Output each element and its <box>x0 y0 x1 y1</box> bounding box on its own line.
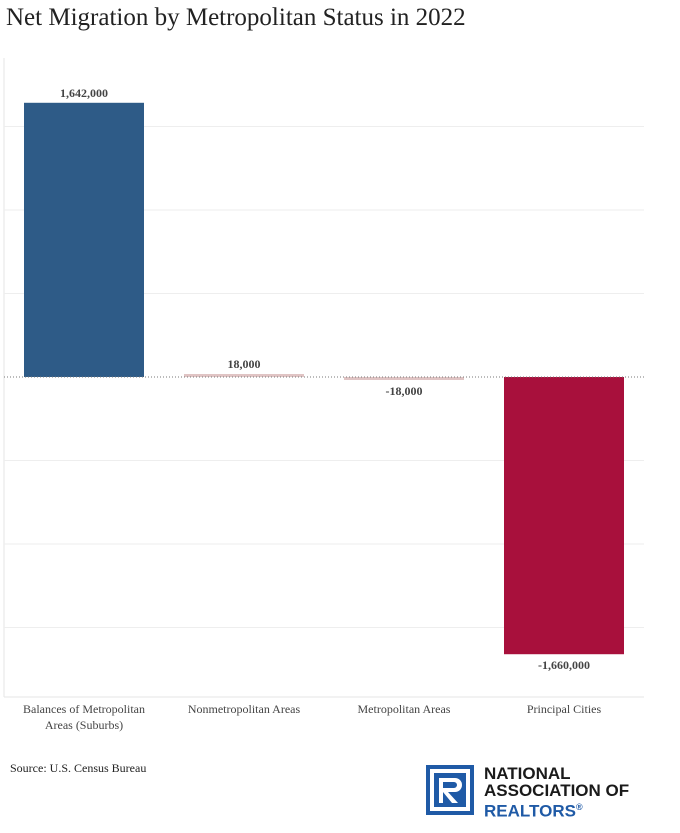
logo-realtors-text: REALTORS <box>484 801 576 821</box>
data-label: 18,000 <box>228 357 261 371</box>
logo-line-3: REALTORS® <box>484 799 629 820</box>
registered-mark: ® <box>575 802 583 812</box>
logo-line-2: ASSOCIATION OF <box>484 781 630 800</box>
data-label: 1,642,000 <box>60 86 108 100</box>
category-label: Areas (Suburbs) <box>45 718 123 732</box>
bar <box>24 102 144 377</box>
data-label: -1,660,000 <box>538 658 590 672</box>
category-label: Principal Cities <box>527 702 602 716</box>
source-note: Source: U.S. Census Bureau <box>10 761 147 775</box>
realtor-r-logo-icon <box>426 765 474 815</box>
category-label: Balances of Metropolitan <box>23 702 145 716</box>
category-label: Nonmetropolitan Areas <box>188 702 301 716</box>
bar <box>344 377 464 381</box>
bar <box>184 373 304 377</box>
bar <box>504 377 624 655</box>
bar-chart: 1,642,000 Balances of Metropolitan Areas (… <box>3 58 644 732</box>
nar-logo: NATIONAL ASSOCIATION OF REALTORS® <box>426 765 666 820</box>
logo-line-1: NATIONAL <box>484 764 571 783</box>
category-label: Metropolitan Areas <box>358 702 451 716</box>
data-label: -18,000 <box>386 384 423 398</box>
logo-wordmark: NATIONAL ASSOCIATION OF REALTORS® <box>484 765 629 820</box>
chart-title: Net Migration by Metropolitan Status in … <box>6 4 466 31</box>
